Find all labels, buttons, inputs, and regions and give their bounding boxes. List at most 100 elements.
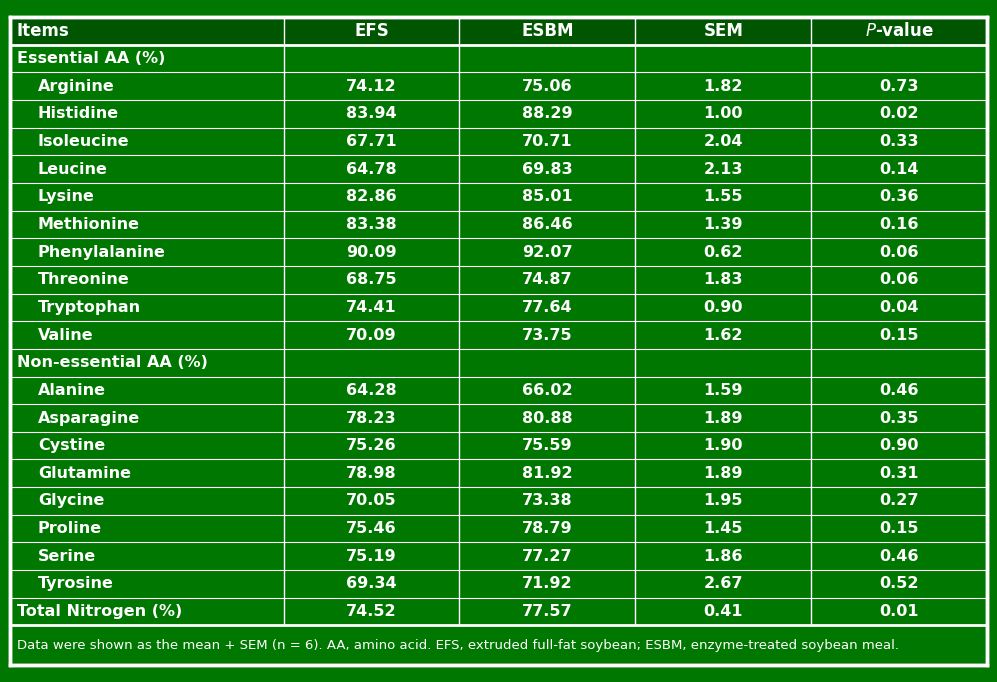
Text: Data were shown as the mean + SEM (n = 6). AA, amino acid. EFS, extruded full-fa: Data were shown as the mean + SEM (n = 6… [17,638,899,652]
Text: 0.31: 0.31 [879,466,919,481]
Text: 2.67: 2.67 [704,576,743,591]
Text: Proline: Proline [38,521,102,536]
Text: Non-essential AA (%): Non-essential AA (%) [17,355,207,370]
Text: Tryptophan: Tryptophan [38,300,141,315]
Text: 77.27: 77.27 [522,549,572,564]
Text: 0.27: 0.27 [879,494,919,509]
Text: 0.62: 0.62 [704,245,743,260]
Text: Essential AA (%): Essential AA (%) [17,51,166,66]
Text: 0.46: 0.46 [879,383,919,398]
Text: 1.00: 1.00 [704,106,743,121]
Text: 82.86: 82.86 [346,190,397,205]
Text: 0.35: 0.35 [879,411,919,426]
Text: 1.95: 1.95 [704,494,743,509]
Text: 64.78: 64.78 [346,162,397,177]
Text: 85.01: 85.01 [522,190,572,205]
Text: 0.14: 0.14 [879,162,919,177]
Text: 83.38: 83.38 [346,217,397,232]
Bar [10,17,987,45]
Text: 1.89: 1.89 [704,466,743,481]
Text: 1.89: 1.89 [704,411,743,426]
Text: 74.87: 74.87 [522,272,572,287]
Text: 92.07: 92.07 [522,245,572,260]
Text: 67.71: 67.71 [346,134,397,149]
Text: Total Nitrogen (%): Total Nitrogen (%) [17,604,182,619]
Text: 0.36: 0.36 [879,190,919,205]
Text: 73.38: 73.38 [522,494,572,509]
Text: 0.46: 0.46 [879,549,919,564]
Text: 83.94: 83.94 [346,106,397,121]
Text: Serine: Serine [38,549,96,564]
Text: 75.06: 75.06 [522,78,572,93]
Text: 74.41: 74.41 [346,300,397,315]
Text: 71.92: 71.92 [522,576,572,591]
Text: ESBM: ESBM [521,22,573,40]
Text: Phenylalanine: Phenylalanine [38,245,166,260]
Text: 1.45: 1.45 [704,521,743,536]
Text: 77.64: 77.64 [522,300,572,315]
Text: 73.75: 73.75 [522,327,572,342]
Text: EFS: EFS [354,22,389,40]
Text: SEM: SEM [703,22,743,40]
Text: 80.88: 80.88 [522,411,572,426]
Text: 69.34: 69.34 [346,576,397,591]
Text: 81.92: 81.92 [522,466,572,481]
Text: Valine: Valine [38,327,94,342]
Text: 70.71: 70.71 [522,134,572,149]
Text: Alanine: Alanine [38,383,106,398]
Text: 74.12: 74.12 [346,78,397,93]
Text: 0.15: 0.15 [879,521,919,536]
Text: $\mathit{P}$-value: $\mathit{P}$-value [864,22,933,40]
Text: 0.04: 0.04 [879,300,919,315]
Text: Histidine: Histidine [38,106,119,121]
Text: 78.23: 78.23 [346,411,397,426]
Text: 0.06: 0.06 [879,245,919,260]
Text: 1.55: 1.55 [704,190,743,205]
Text: 1.59: 1.59 [704,383,743,398]
Text: 78.79: 78.79 [522,521,572,536]
Text: 64.28: 64.28 [346,383,397,398]
Text: Glutamine: Glutamine [38,466,131,481]
Text: Methionine: Methionine [38,217,140,232]
Text: 75.59: 75.59 [522,438,572,453]
Text: 1.62: 1.62 [704,327,743,342]
Text: Arginine: Arginine [38,78,115,93]
Text: Cystine: Cystine [38,438,105,453]
Text: 0.41: 0.41 [704,604,743,619]
Text: 0.06: 0.06 [879,272,919,287]
Text: Tyrosine: Tyrosine [38,576,114,591]
Text: 78.98: 78.98 [346,466,397,481]
Text: Asparagine: Asparagine [38,411,141,426]
Text: 70.05: 70.05 [346,494,397,509]
Text: Lysine: Lysine [38,190,95,205]
Text: 90.09: 90.09 [346,245,397,260]
Text: 69.83: 69.83 [522,162,572,177]
Text: 68.75: 68.75 [346,272,397,287]
Text: 66.02: 66.02 [522,383,572,398]
Text: 2.04: 2.04 [704,134,743,149]
Text: 0.73: 0.73 [879,78,919,93]
Text: 1.39: 1.39 [704,217,743,232]
Text: 77.57: 77.57 [522,604,572,619]
Text: 70.09: 70.09 [346,327,397,342]
Bar [10,625,987,665]
Text: 0.33: 0.33 [879,134,919,149]
Text: 1.83: 1.83 [704,272,743,287]
Text: 75.26: 75.26 [346,438,397,453]
Text: 0.52: 0.52 [879,576,919,591]
Text: Leucine: Leucine [38,162,108,177]
Text: Items: Items [17,22,70,40]
Text: 0.02: 0.02 [879,106,919,121]
Text: 74.52: 74.52 [346,604,397,619]
Text: Glycine: Glycine [38,494,105,509]
Text: Isoleucine: Isoleucine [38,134,130,149]
Text: 1.82: 1.82 [704,78,743,93]
Text: 0.90: 0.90 [879,438,919,453]
Text: 88.29: 88.29 [522,106,572,121]
Text: 75.19: 75.19 [346,549,397,564]
Text: 2.13: 2.13 [704,162,743,177]
Text: 86.46: 86.46 [522,217,572,232]
Text: 0.15: 0.15 [879,327,919,342]
Text: 0.01: 0.01 [879,604,919,619]
Text: 0.16: 0.16 [879,217,919,232]
